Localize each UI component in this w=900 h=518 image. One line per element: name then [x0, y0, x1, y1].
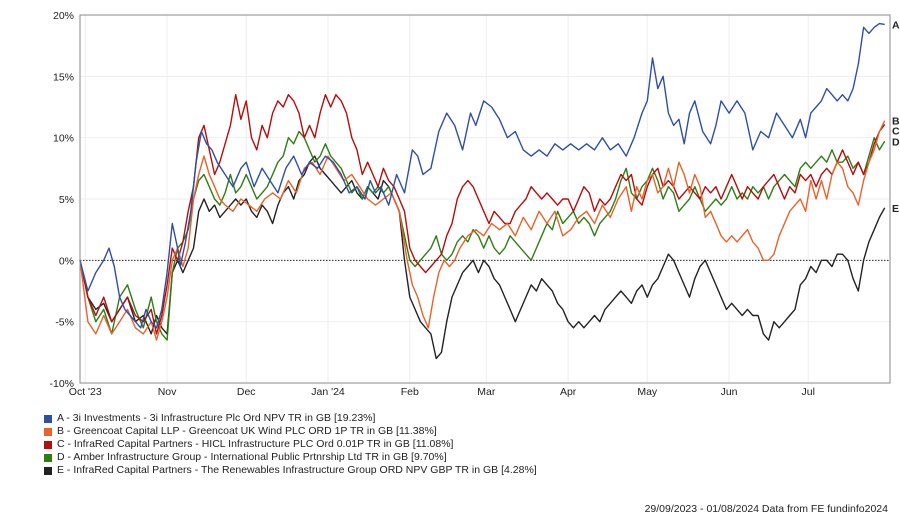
- legend-label-b: B - Greencoat Capital LLP - Greencoat UK…: [57, 425, 437, 437]
- x-tick-label: Oct '23: [69, 386, 102, 398]
- legend-item-d: D - Amber Infrastructure Group - Interna…: [44, 451, 537, 464]
- series-line-b: [79, 120, 886, 341]
- legend-label-e: E - InfraRed Capital Partners - The Rene…: [57, 464, 537, 476]
- legend-item-a: A - 3i Investments - 3i Infrastructure P…: [44, 412, 537, 425]
- legend-swatch-d: [44, 453, 52, 462]
- series-line-e: [79, 155, 886, 360]
- y-axis-ticks: -10% -5% 0% 5% 10% 15% 20%: [49, 10, 74, 390]
- legend-item-e: E - InfraRed Capital Partners - The Rene…: [44, 464, 537, 477]
- y-tick-label: 20%: [53, 10, 74, 22]
- end-label-b: B: [892, 116, 900, 128]
- y-tick-label: -5%: [55, 317, 74, 329]
- x-tick-label: Dec: [237, 386, 256, 398]
- end-label-a: A: [892, 19, 900, 31]
- x-tick-label: Nov: [158, 386, 177, 398]
- x-tick-label: Feb: [401, 386, 419, 398]
- x-tick-label: Mar: [477, 386, 496, 398]
- end-label-c: C: [892, 126, 900, 138]
- series-line-a: [79, 22, 885, 329]
- x-tick-label: Jun: [721, 386, 738, 398]
- end-label-e: E: [892, 203, 899, 215]
- x-tick-label: May: [637, 386, 658, 398]
- legend-label-a: A - 3i Investments - 3i Infrastructure P…: [57, 412, 376, 424]
- line-chart: -10% -5% 0% 5% 10% 15% 20% Oct '23 Nov Dec Jan '2…: [49, 10, 900, 398]
- legend: A - 3i Investments - 3i Infrastructure P…: [44, 412, 537, 477]
- legend-item-c: C - InfraRed Capital Partners - HICL Inf…: [44, 438, 537, 451]
- x-axis-ticks: Oct '23 Nov Dec Jan '24 Feb Mar Apr May Jun Jul: [69, 386, 815, 398]
- x-tick-label: Jul: [801, 386, 814, 398]
- y-tick-label: -10%: [49, 378, 74, 390]
- legend-swatch-b: [44, 427, 52, 436]
- end-label-d: D: [892, 136, 900, 148]
- x-tick-label: Jan '24: [311, 386, 345, 398]
- legend-swatch-a: [44, 414, 52, 423]
- series-line-c: [79, 94, 886, 335]
- series-line-d: [79, 130, 886, 341]
- legend-swatch-e: [44, 466, 52, 475]
- y-tick-label: 5%: [59, 194, 74, 206]
- x-tick-label: Apr: [560, 386, 577, 398]
- y-tick-label: 0%: [59, 255, 74, 267]
- legend-label-c: C - InfraRed Capital Partners - HICL Inf…: [57, 438, 454, 450]
- legend-label-d: D - Amber Infrastructure Group - Interna…: [57, 451, 447, 463]
- source-footer: 29/09/2023 - 01/08/2024 Data from FE fun…: [644, 503, 888, 515]
- y-tick-label: 15%: [53, 71, 74, 83]
- plot-frame: [79, 14, 891, 384]
- legend-item-b: B - Greencoat Capital LLP - Greencoat UK…: [44, 425, 537, 438]
- series-lines: [79, 22, 886, 360]
- legend-swatch-c: [44, 440, 52, 449]
- y-tick-label: 10%: [53, 133, 74, 145]
- series-end-labels: A BCD E: [892, 19, 900, 214]
